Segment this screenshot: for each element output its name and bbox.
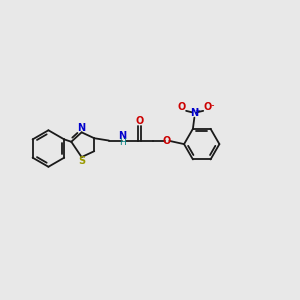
Text: O: O <box>203 102 212 112</box>
Text: N: N <box>118 131 127 142</box>
Text: O: O <box>178 102 186 112</box>
Text: +: + <box>194 108 200 114</box>
Text: N: N <box>77 123 86 133</box>
Text: N: N <box>190 108 198 118</box>
Text: -: - <box>210 100 214 110</box>
Text: O: O <box>136 116 144 126</box>
Text: O: O <box>162 136 170 146</box>
Text: S: S <box>78 156 85 166</box>
Text: H: H <box>119 138 126 147</box>
